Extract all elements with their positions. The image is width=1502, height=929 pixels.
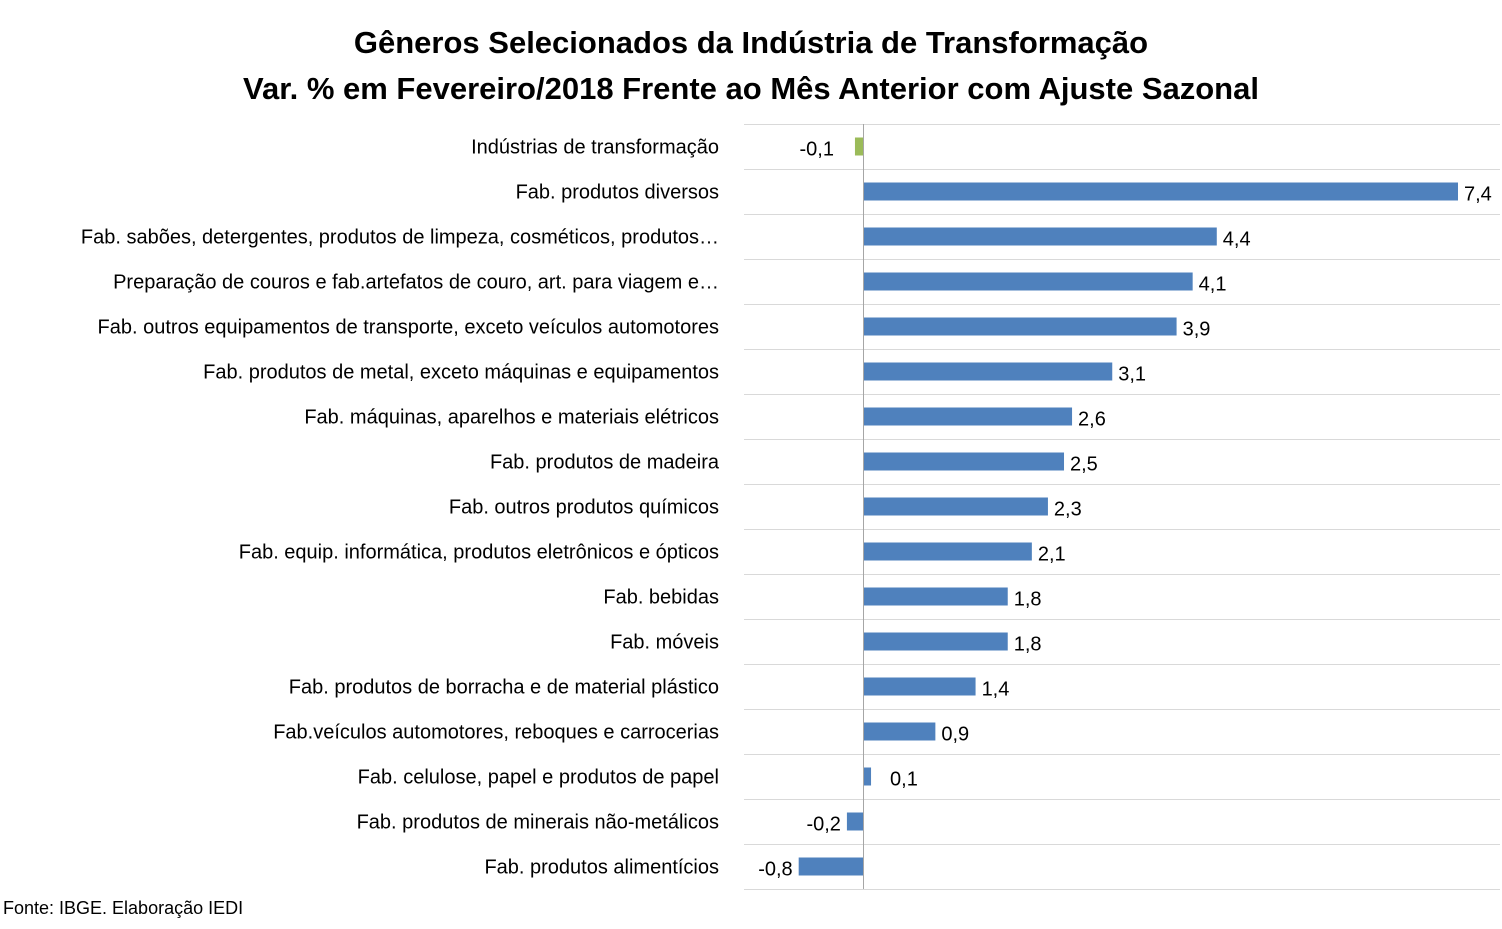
data-label: 7,4 bbox=[1464, 184, 1492, 206]
data-label: -0,2 bbox=[806, 814, 840, 836]
category-label: Fab. produtos diversos bbox=[516, 182, 719, 204]
bar bbox=[863, 632, 1008, 651]
data-label: -0,8 bbox=[758, 859, 792, 881]
data-label: 2,5 bbox=[1070, 454, 1098, 476]
data-label: 4,4 bbox=[1223, 229, 1251, 251]
data-label: -0,1 bbox=[799, 139, 833, 161]
bar bbox=[863, 362, 1113, 381]
chart-title: Gêneros Selecionados da Indústria de Tra… bbox=[353, 25, 1149, 60]
category-label: Fab. celulose, papel e produtos de papel bbox=[358, 767, 719, 789]
category-label: Fab. outros equipamentos de transporte, … bbox=[98, 317, 719, 339]
bar bbox=[798, 857, 863, 876]
category-label: Fab. produtos alimentícios bbox=[484, 857, 719, 879]
bar bbox=[863, 587, 1008, 606]
bar bbox=[863, 227, 1217, 246]
data-label: 1,4 bbox=[982, 679, 1010, 701]
bar bbox=[863, 272, 1193, 291]
bar bbox=[846, 812, 863, 831]
data-label: 0,9 bbox=[941, 724, 969, 746]
bar bbox=[863, 407, 1073, 426]
data-label: 4,1 bbox=[1199, 274, 1227, 296]
data-label: 2,6 bbox=[1078, 409, 1106, 431]
data-label: 2,3 bbox=[1054, 499, 1082, 521]
bar bbox=[863, 767, 872, 786]
category-label: Fab.veículos automotores, reboques e car… bbox=[273, 722, 719, 744]
data-label: 3,9 bbox=[1183, 319, 1211, 341]
category-label: Fab. produtos de madeira bbox=[490, 452, 720, 474]
category-label: Fab. móveis bbox=[610, 632, 719, 654]
category-label: Fab. produtos de minerais não-metálicos bbox=[357, 812, 719, 834]
data-label: 3,1 bbox=[1118, 364, 1146, 386]
bar bbox=[863, 182, 1458, 201]
bar bbox=[863, 317, 1177, 336]
chart-title-block: Gêneros Selecionados da Indústria de Tra… bbox=[0, 20, 1502, 112]
category-label: Preparação de couros e fab.artefatos de … bbox=[113, 272, 719, 294]
bar bbox=[863, 542, 1032, 561]
category-label: Fab. bebidas bbox=[603, 587, 719, 609]
bar bbox=[863, 722, 936, 741]
bar bbox=[863, 677, 976, 696]
category-label: Fab. produtos de borracha e de material … bbox=[289, 677, 719, 699]
data-label: 1,8 bbox=[1014, 589, 1042, 611]
category-label: Fab. outros produtos químicos bbox=[449, 497, 719, 519]
category-label: Indústrias de transformação bbox=[471, 137, 719, 159]
category-label: Fab. produtos de metal, exceto máquinas … bbox=[203, 362, 719, 384]
bar bbox=[863, 452, 1065, 471]
chart-subtitle: Var. % em Fevereiro/2018 Frente ao Mês A… bbox=[243, 71, 1259, 106]
data-label: 1,8 bbox=[1014, 634, 1042, 656]
category-label: Fab. equip. informática, produtos eletrô… bbox=[239, 542, 719, 564]
category-label: Fab. sabões, detergentes, produtos de li… bbox=[81, 227, 719, 249]
bar bbox=[854, 137, 863, 156]
data-label: 2,1 bbox=[1038, 544, 1066, 566]
data-label: 0,1 bbox=[890, 769, 918, 791]
category-label: Fab. máquinas, aparelhos e materiais elé… bbox=[304, 407, 719, 429]
source-note: Fonte: IBGE. Elaboração IEDI bbox=[3, 898, 244, 918]
bar bbox=[863, 497, 1048, 516]
